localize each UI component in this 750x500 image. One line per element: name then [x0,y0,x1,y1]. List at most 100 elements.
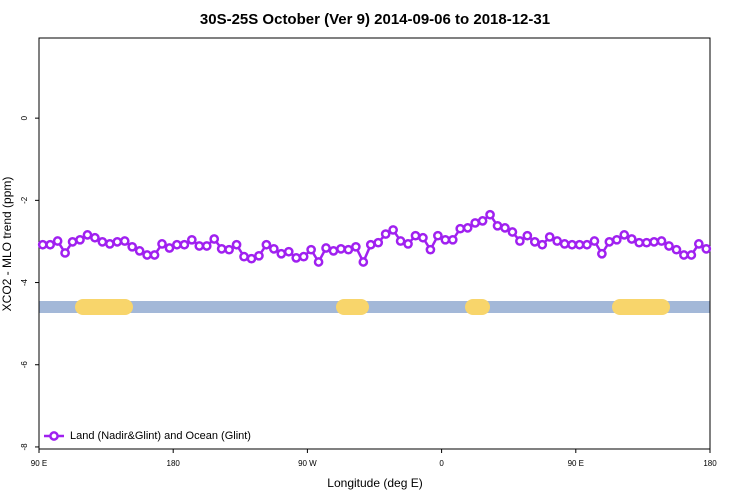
point [127,241,138,252]
point [380,229,391,239]
point [142,250,152,260]
point [582,239,592,250]
land-band [336,299,369,315]
point [157,239,167,249]
point [649,237,659,247]
point [112,237,123,247]
point [328,246,339,256]
point [37,239,48,250]
x-tick-label: 180 [703,459,717,468]
point [246,253,257,264]
point [418,232,428,243]
point [276,248,287,259]
point [664,241,674,251]
point [97,237,108,247]
point [358,257,369,267]
point [626,234,637,244]
point [119,236,130,246]
land-band [465,299,490,315]
point [52,236,63,246]
point [239,251,249,262]
point [104,239,115,249]
y-tick-label: -4 [20,278,29,286]
point [492,220,503,231]
point [656,236,667,246]
point [194,241,205,251]
ocean-band [39,301,710,313]
point [306,244,316,255]
point [67,237,78,247]
point [641,237,652,248]
x-tick-label: 90 E [31,459,47,468]
point [537,239,548,250]
point [373,237,384,248]
point [604,237,615,247]
point [269,243,279,254]
point [574,239,585,250]
point [388,225,398,235]
legend-label: Land (Nadir&Glint) and Ocean (Glint) [70,430,251,442]
point [216,243,227,254]
point [343,244,354,255]
point [134,246,145,256]
point [395,236,406,246]
point [611,234,622,245]
point [477,216,488,226]
y-tick-label: -6 [20,361,29,369]
point [440,234,451,245]
land-band [75,299,133,315]
point [90,232,100,243]
point [82,230,93,240]
point [365,239,376,250]
point [500,223,510,233]
point [671,244,682,255]
point [522,230,533,241]
point [455,223,466,234]
point [567,239,577,250]
land-ocean-strip [39,299,710,315]
y-tick-label: -2 [20,196,29,204]
point [679,250,689,260]
point [336,243,346,254]
point [485,209,495,220]
point [433,230,443,241]
point [686,250,697,260]
point [231,239,242,250]
x-tick-label: 90 W [298,459,317,468]
point [172,239,182,250]
point [164,243,175,253]
x-tick-label: 0 [439,459,444,468]
point [201,241,212,251]
point [403,239,413,249]
y-axis-label: XCO2 - MLO trend (ppm) [0,177,14,312]
point [447,234,458,245]
x-tick-label: 180 [167,459,181,468]
point [559,239,570,249]
y-tick-label: 0 [20,115,29,120]
point [701,243,712,254]
point [351,241,361,252]
chart-title: 30S-25S October (Ver 9) 2014-09-06 to 20… [200,11,550,28]
point [634,237,645,248]
point [291,253,302,263]
x-axis-label: Longitude (deg E) [327,476,422,490]
legend-marker [49,431,59,441]
point [75,234,85,245]
point [45,239,56,250]
point [224,244,234,255]
point [515,236,525,246]
point [60,248,70,258]
point [597,248,607,259]
point [693,239,704,249]
point [425,244,436,255]
point [507,227,518,237]
point [149,250,160,260]
point [209,234,220,244]
point [298,251,309,262]
point [529,237,540,247]
point [589,236,600,246]
point [254,250,264,261]
y-tick-label: -8 [20,443,29,451]
point [552,236,563,246]
point [410,230,421,241]
